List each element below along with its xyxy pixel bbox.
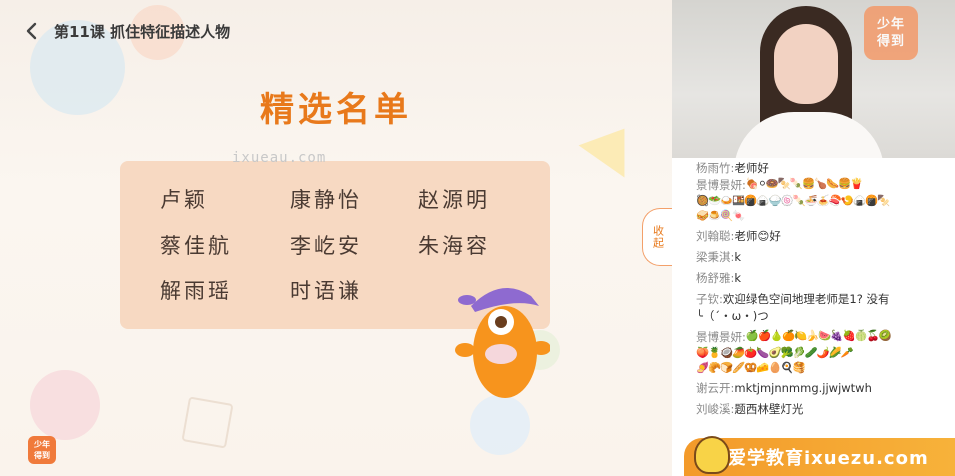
teacher-video: 少年 得到 xyxy=(672,0,955,158)
chat-username: 景博景妍: xyxy=(696,330,746,344)
decor-circle xyxy=(30,20,125,115)
chat-username: 刘峻溪: xyxy=(696,402,735,416)
chat-panel[interactable]: 杨雨竹: 老师好 景博景妍: 🍖⚪🍩🍢🍡🍔🍗🌭🍔🍟 🥘🥗🍛🍱🍘🍙🍚🍥🍡🍜🍝🍣🍤🍙… xyxy=(672,158,955,476)
chat-message: 杨雨竹: 老师好 xyxy=(696,160,947,177)
chat-message: 景博景妍: 🍏🍎🍐🍊🍋🍌🍉🍇🍓🍈🍒🥝 xyxy=(696,329,947,346)
decor-circle xyxy=(470,395,530,455)
chat-message: 刘峻溪: 题西林壁灯光 xyxy=(696,401,947,418)
decor-circle xyxy=(130,5,185,60)
top-bar: 第11课 抓住特征描述人物 xyxy=(18,18,230,44)
chat-username: 杨舒雅: xyxy=(696,271,735,285)
brand-logo-small: 少年 得到 xyxy=(28,436,56,464)
slide-heading: 精选名单 xyxy=(260,90,412,130)
mascot-illustration xyxy=(455,288,550,398)
chat-text: 🍖⚪🍩🍢🍡🍔🍗🌭🍔🍟 xyxy=(745,178,863,190)
logo-text: 得到 xyxy=(876,34,905,49)
logo-text: 少年 xyxy=(876,17,905,32)
chat-text: mktjmjnnmmg.jjwjwtwh xyxy=(734,381,872,395)
back-button[interactable] xyxy=(18,18,44,44)
chat-username: 杨雨竹: xyxy=(696,161,735,175)
chat-text-continued: 🍠🥐🍞🥖🥨🧀🥚🍳🥞 xyxy=(696,362,806,374)
chat-message: 谢云开: mktjmjnnmmg.jjwjwtwh xyxy=(696,380,947,397)
banner-text: 爱学教育ixuezu.com xyxy=(728,448,929,469)
collapse-label: 收起 xyxy=(651,225,665,249)
chat-text: 欢迎绿色空间地理老师是1? 没有 xyxy=(722,292,890,306)
brand-logo: 少年 得到 xyxy=(864,6,918,60)
collapse-tab-button[interactable]: 收起 xyxy=(642,208,672,266)
chat-text-continued: ╰（´・ω・)つ xyxy=(696,309,769,323)
student-name: 朱海容 xyxy=(418,234,490,258)
chevron-left-icon xyxy=(26,22,37,40)
chat-text: 题西林壁灯光 xyxy=(734,402,804,416)
chat-username: 梁秉淇: xyxy=(696,250,735,264)
watermark-text: ixueau.com xyxy=(232,150,327,166)
chat-message: 梁秉淇: k xyxy=(696,249,947,266)
chat-text: k xyxy=(734,271,742,285)
chat-message: 子钦: 欢迎绿色空间地理老师是1? 没有 xyxy=(696,291,947,308)
student-name: 康静怡 xyxy=(290,188,362,212)
logo-text: 得到 xyxy=(34,451,50,460)
teacher-body xyxy=(734,112,884,158)
chat-message: 刘翰聪: 老师😊好 xyxy=(696,228,947,245)
chat-message: 景博景妍: 🍖⚪🍩🍢🍡🍔🍗🌭🍔🍟 xyxy=(696,177,947,194)
chat-text-continued: 🥘🥗🍛🍱🍘🍙🍚🍥🍡🍜🍝🍣🍤🍙🍘🍢 xyxy=(696,195,890,207)
student-name: 解雨瑶 xyxy=(160,279,232,303)
chat-text-continued: 🥪🍮🍭🍬 xyxy=(696,210,745,222)
chat-username: 刘翰聪: xyxy=(696,229,735,243)
student-name: 赵源明 xyxy=(418,188,490,212)
chat-text-continued: 🍑🍍🥥🥭🍅🍆🥑🥦🥬🥒🌶️🌽🥕 xyxy=(696,347,854,359)
logo-text: 少年 xyxy=(34,440,50,449)
chat-text: 老师好 xyxy=(734,161,769,175)
student-name: 蔡佳航 xyxy=(160,234,232,258)
decor-circle xyxy=(30,370,100,440)
teacher-face xyxy=(774,24,838,104)
chat-text: k xyxy=(734,250,742,264)
watermark-banner: 爱学教育ixuezu.com xyxy=(684,436,955,476)
chat-text: 老师😊好 xyxy=(734,229,781,243)
student-name: 时语谦 xyxy=(290,279,362,303)
bee-mascot-icon xyxy=(694,436,730,474)
student-name: 李屹安 xyxy=(290,234,362,258)
student-name: 卢颖 xyxy=(160,188,208,212)
chat-username: 景博景妍: xyxy=(696,178,746,192)
chat-username: 子钦: xyxy=(696,292,723,306)
decor-square xyxy=(181,396,234,449)
lesson-slide: 第11课 抓住特征描述人物 精选名单 ixueau.com 卢颖 康静怡 赵源明… xyxy=(0,0,672,476)
chat-text: 🍏🍎🍐🍊🍋🍌🍉🍇🍓🍈🍒🥝 xyxy=(745,330,892,342)
chat-message: 杨舒雅: k xyxy=(696,270,947,287)
chat-username: 谢云开: xyxy=(696,381,735,395)
lesson-title: 第11课 抓住特征描述人物 xyxy=(54,22,231,41)
